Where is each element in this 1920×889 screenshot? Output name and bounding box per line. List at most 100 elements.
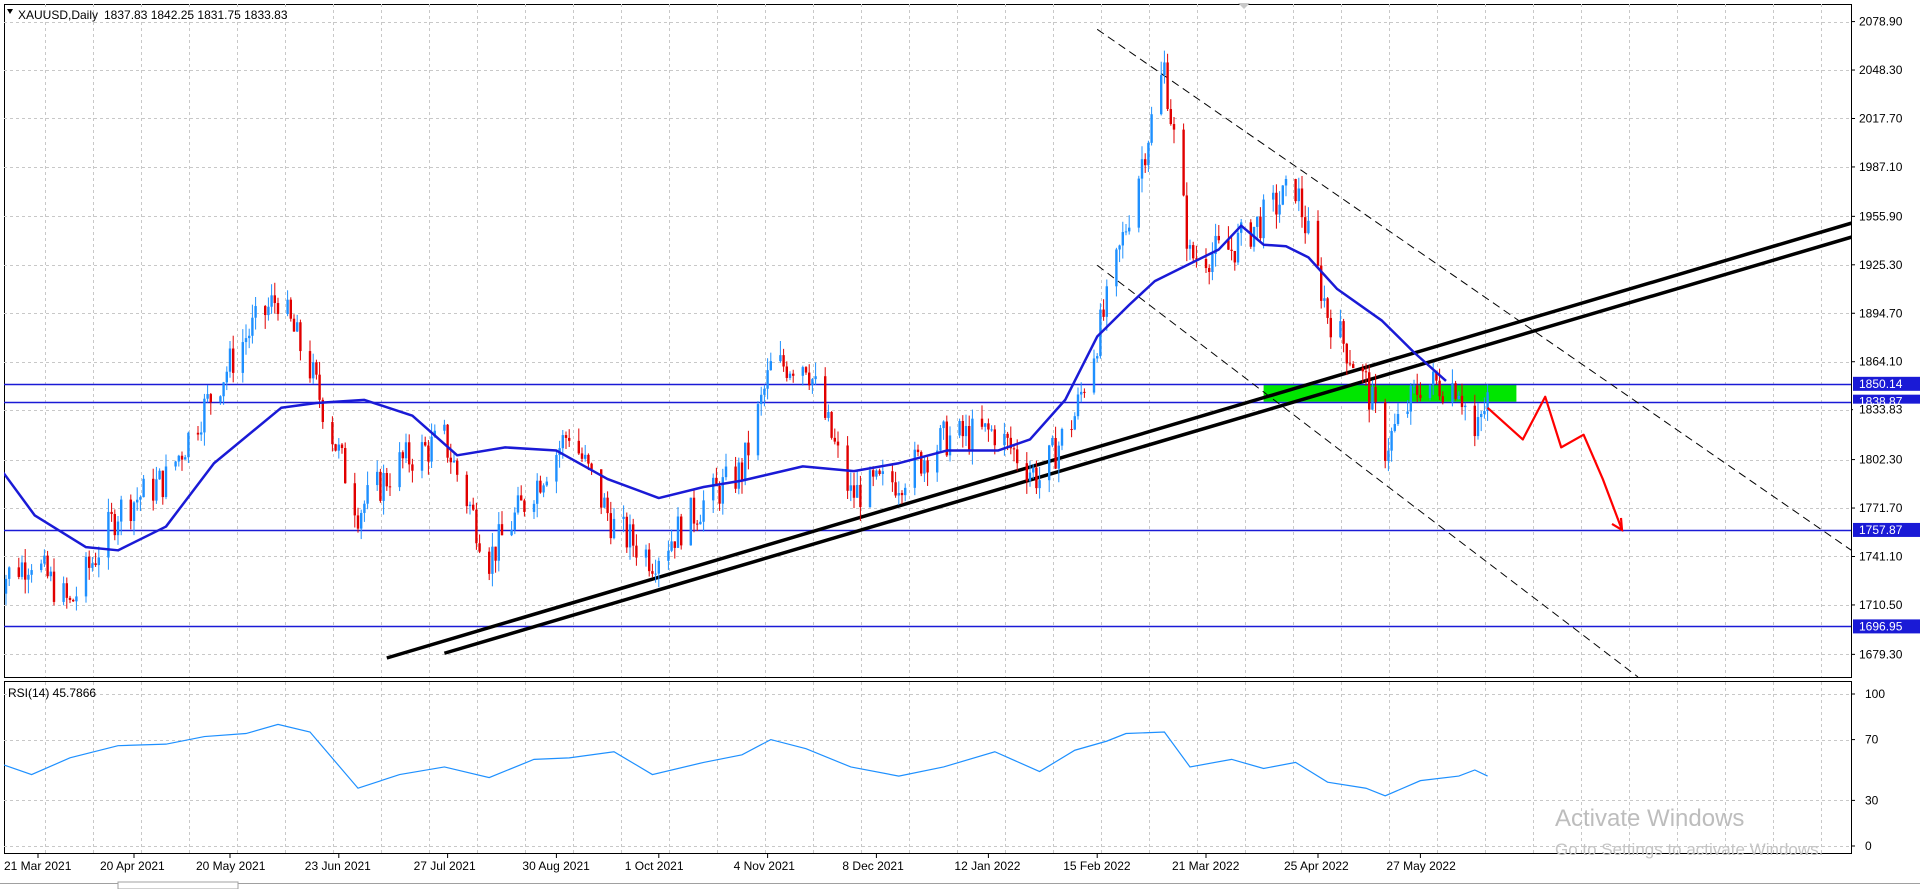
candle-body bbox=[276, 303, 280, 314]
candle-body bbox=[651, 571, 654, 574]
candle-body bbox=[376, 471, 379, 486]
candle-body bbox=[1204, 258, 1208, 269]
price-tick-label: 1771.70 bbox=[1859, 501, 1903, 515]
candle-body bbox=[1211, 253, 1214, 273]
candle-body bbox=[46, 555, 49, 577]
price-tick-label: 1987.10 bbox=[1859, 160, 1903, 174]
candle-body bbox=[203, 398, 206, 433]
candle-body bbox=[968, 425, 971, 451]
candle-body bbox=[388, 486, 392, 488]
candle-body bbox=[273, 295, 276, 304]
candle-body bbox=[536, 480, 539, 504]
candle-body bbox=[769, 361, 772, 371]
candle-body bbox=[500, 524, 504, 536]
candle-body bbox=[184, 457, 187, 460]
candle-body bbox=[1364, 371, 1368, 373]
candle-body bbox=[747, 442, 750, 456]
candle-body bbox=[760, 394, 763, 405]
candle-body bbox=[1147, 142, 1150, 166]
candle-body bbox=[30, 570, 33, 575]
rsi-tick-label: 70 bbox=[1865, 733, 1879, 747]
candle-body bbox=[452, 460, 456, 463]
chart-title: XAUUSD,Daily bbox=[18, 8, 98, 22]
candle-body bbox=[427, 445, 430, 462]
candle-body bbox=[180, 455, 184, 460]
candle-body bbox=[561, 435, 564, 449]
candle-body bbox=[734, 466, 737, 489]
candle-body bbox=[1038, 480, 1041, 489]
candle-body bbox=[1409, 385, 1412, 412]
candle-body bbox=[472, 504, 475, 510]
candle-body bbox=[1393, 423, 1396, 431]
candle-body bbox=[187, 432, 190, 458]
candle-body bbox=[1406, 411, 1409, 414]
candle-body bbox=[542, 485, 545, 493]
candle-body bbox=[1416, 385, 1419, 395]
time-tick-label: 23 Jun 2021 bbox=[305, 859, 371, 873]
time-tick-label: 15 Feb 2022 bbox=[1063, 859, 1131, 873]
candle-body bbox=[516, 495, 520, 513]
candle-body bbox=[1096, 356, 1099, 359]
price-tick-label: 2048.30 bbox=[1859, 63, 1903, 77]
candle-body bbox=[232, 348, 235, 373]
candle-body bbox=[398, 452, 401, 488]
ohlc-readout: 1837.83 1842.25 1831.75 1833.83 bbox=[104, 8, 288, 22]
candle-body bbox=[1396, 413, 1400, 424]
candle-body bbox=[312, 362, 315, 379]
current-price-tag-label: 1833.83 bbox=[1859, 403, 1903, 417]
candle-body bbox=[964, 425, 968, 437]
candle-body bbox=[331, 421, 334, 445]
candle-body bbox=[17, 567, 20, 577]
candle-body bbox=[939, 428, 942, 451]
candle-body bbox=[1374, 386, 1377, 403]
candle-body bbox=[1230, 249, 1233, 251]
candle-body bbox=[40, 563, 43, 571]
candle-body bbox=[980, 418, 984, 427]
candle-body bbox=[1028, 472, 1032, 481]
candle-body bbox=[1160, 75, 1163, 115]
level-price-tag bbox=[1853, 522, 1920, 537]
candle-body bbox=[152, 478, 155, 501]
candle-body bbox=[680, 516, 683, 546]
candle-body bbox=[545, 481, 548, 486]
candle-body bbox=[993, 429, 996, 446]
candle-body bbox=[984, 423, 987, 427]
candle-body bbox=[1483, 410, 1486, 414]
candle-body bbox=[68, 597, 72, 600]
candle-body bbox=[715, 477, 718, 486]
projection-line bbox=[1486, 395, 1624, 531]
candle-body bbox=[763, 388, 766, 395]
candle-body bbox=[632, 524, 635, 546]
candle-body bbox=[430, 436, 433, 462]
candle-body bbox=[337, 444, 340, 451]
candle-body bbox=[107, 511, 110, 558]
candle-body bbox=[24, 562, 27, 580]
candle-body bbox=[644, 549, 648, 558]
candle-body bbox=[1262, 199, 1265, 239]
candle-body bbox=[196, 432, 200, 435]
candle-body bbox=[724, 466, 728, 478]
collapse-triangle-icon[interactable] bbox=[7, 9, 13, 14]
candle-body bbox=[241, 342, 244, 373]
candle-body bbox=[564, 435, 568, 438]
candle-body bbox=[433, 430, 436, 437]
candle-body bbox=[97, 557, 100, 566]
candle-body bbox=[1371, 386, 1374, 410]
candle-body bbox=[1473, 405, 1476, 437]
candle-body bbox=[420, 442, 424, 471]
level-price-tag bbox=[1853, 619, 1920, 634]
candle-body bbox=[465, 474, 468, 507]
scroll-marker-icon[interactable] bbox=[1238, 3, 1250, 9]
candle-body bbox=[363, 503, 366, 513]
level-price-tag-label: 1757.87 bbox=[1859, 523, 1903, 537]
time-tick-label: 12 Jan 2022 bbox=[954, 859, 1020, 873]
candle-body bbox=[225, 371, 228, 383]
price-tick-label: 1925.30 bbox=[1859, 258, 1903, 272]
candles bbox=[4, 50, 1489, 611]
candle-body bbox=[1275, 192, 1278, 215]
candle-body bbox=[856, 484, 859, 498]
candle-body bbox=[801, 367, 804, 376]
candle-body bbox=[286, 299, 289, 314]
candle-body bbox=[875, 470, 878, 477]
